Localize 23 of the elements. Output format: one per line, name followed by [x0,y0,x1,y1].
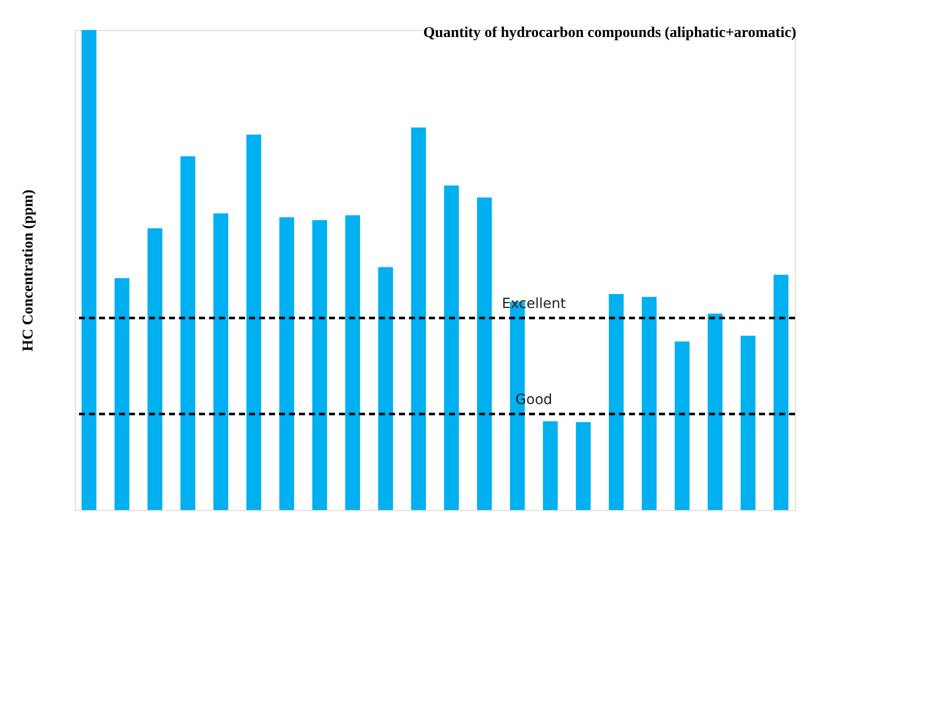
bar [147,228,162,510]
bar [114,278,130,510]
bar [411,127,426,510]
bar [213,213,228,510]
bar [82,30,96,510]
bar [279,217,294,510]
bar [378,267,393,510]
bar [740,336,756,510]
bar [345,215,360,510]
bar [608,294,624,510]
y-axis-title: HC Concentration (ppm) [20,190,36,352]
bar [444,186,459,510]
bar [674,342,690,510]
bar [576,422,591,510]
bar [642,296,657,510]
bar [708,314,723,510]
chart-title: Quantity of hydrocarbon compounds (aliphatic+aromatic) [423,25,796,41]
bar [312,220,328,510]
bar [542,421,558,510]
bar [477,198,492,510]
bar [180,156,196,510]
bar [774,274,788,510]
bar [246,134,262,510]
